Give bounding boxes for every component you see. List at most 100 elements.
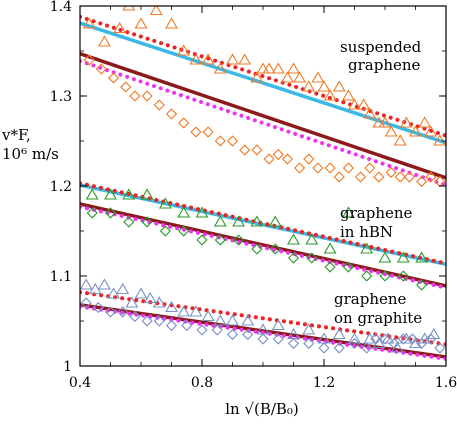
annotation-suspended-line1: suspended (340, 38, 422, 56)
data-point-triangle (381, 332, 395, 344)
data-point-diamond (83, 54, 95, 66)
data-point-triangle (287, 233, 300, 245)
data-point-triangle (302, 80, 316, 92)
data-point-diamond (287, 252, 300, 264)
data-point-diamond (318, 342, 330, 354)
data-point-diamond (434, 342, 446, 354)
series-orange-diamond (83, 54, 446, 188)
data-point-triangle (201, 309, 215, 322)
data-point-triangle (122, 188, 136, 200)
data-point-diamond (272, 333, 284, 345)
data-point-diamond (294, 162, 306, 174)
data-point-triangle (134, 17, 148, 29)
annotation-suspended-line2: graphene (348, 56, 421, 74)
y-axis-label: v*F, 10⁶ m/s (1, 126, 59, 163)
data-point-triangle (125, 296, 139, 308)
data-point-triangle (213, 62, 227, 74)
x-tick-label: 0.4 (69, 375, 91, 391)
data-point-diamond (178, 225, 190, 237)
data-point-diamond (251, 243, 263, 255)
data-point-diamond (104, 306, 117, 318)
annotation-hbn-line1: graphene (340, 204, 413, 222)
data-point-triangle (378, 116, 392, 128)
data-point-diamond (153, 99, 165, 111)
data-point-diamond (394, 171, 406, 183)
data-point-triangle (280, 71, 294, 83)
data-point-triangle (165, 300, 178, 313)
data-point-triangle (97, 35, 111, 47)
plot-area (80, 6, 446, 361)
data-point-triangle (152, 296, 166, 308)
data-point-triangle (302, 323, 316, 335)
y-tick-label: 1.4 (50, 0, 72, 15)
data-point-triangle (433, 134, 446, 146)
data-point-triangle (384, 125, 398, 137)
fit-line-suspended-magenta-dotted (80, 58, 446, 188)
data-point-diamond (416, 175, 428, 188)
data-point-diamond (141, 216, 153, 228)
data-point-triangle (189, 305, 203, 317)
x-axis-label: ln √(B/B₀) (225, 400, 299, 418)
fit-line-suspended-red-dotted (80, 14, 446, 138)
data-point-diamond (242, 328, 254, 341)
data-point-triangle (409, 125, 422, 137)
data-point-triangle (189, 53, 203, 65)
data-point-triangle (97, 278, 111, 290)
data-point-triangle (360, 242, 374, 254)
data-point-diamond (364, 162, 376, 174)
data-point-diamond (129, 90, 141, 102)
data-point-diamond (153, 315, 165, 327)
data-point-diamond (303, 337, 315, 350)
data-point-triangle (317, 80, 331, 92)
data-point-diamond (211, 324, 223, 336)
data-point-triangle (418, 116, 432, 128)
data-point-triangle (415, 251, 429, 263)
data-point-triangle (357, 98, 371, 110)
data-point-diamond (355, 171, 367, 183)
data-point-diamond (272, 148, 284, 161)
data-point-triangle (104, 188, 117, 200)
data-point-diamond (361, 270, 373, 282)
data-point-triangle (341, 206, 355, 218)
data-point-diamond (196, 324, 208, 336)
data-point-diamond (251, 144, 263, 156)
data-point-triangle (82, 17, 96, 29)
data-point-triangle (149, 6, 163, 16)
data-point-diamond (287, 337, 300, 350)
data-point-diamond (342, 261, 354, 273)
fit-line-graphite-red-dotted (80, 290, 446, 347)
data-point-diamond (269, 243, 281, 255)
data-point-diamond (104, 207, 117, 219)
data-point-triangle (348, 98, 361, 110)
data-point-triangle (113, 21, 127, 34)
data-point-diamond (95, 63, 107, 75)
data-point-diamond (117, 306, 129, 318)
data-point-diamond (416, 279, 428, 291)
data-point-triangle (332, 327, 346, 340)
data-point-triangle (165, 17, 178, 29)
data-point-diamond (86, 207, 98, 219)
data-point-diamond (333, 171, 345, 183)
data-point-diamond (373, 171, 385, 183)
data-point-triangle (122, 6, 136, 11)
data-point-triangle (323, 89, 337, 101)
series-green-triangle (85, 188, 429, 263)
x-tick-label: 0.8 (191, 375, 213, 391)
y-tick-label: 1.1 (50, 269, 72, 285)
data-point-triangle (268, 215, 282, 227)
data-point-diamond (107, 72, 120, 84)
data-point-triangle (311, 71, 325, 83)
data-point-diamond (214, 234, 226, 246)
data-point-triangle (271, 318, 285, 331)
series-green-diamond (86, 207, 428, 291)
data-point-diamond (159, 225, 171, 237)
data-point-diamond (190, 126, 202, 138)
data-point-diamond (165, 319, 178, 332)
y-tick-label: 1.2 (50, 179, 72, 195)
data-point-triangle (271, 62, 285, 74)
data-point-triangle (177, 305, 191, 317)
data-point-diamond (165, 108, 178, 120)
data-point-diamond (425, 171, 437, 183)
data-point-diamond (385, 166, 397, 179)
